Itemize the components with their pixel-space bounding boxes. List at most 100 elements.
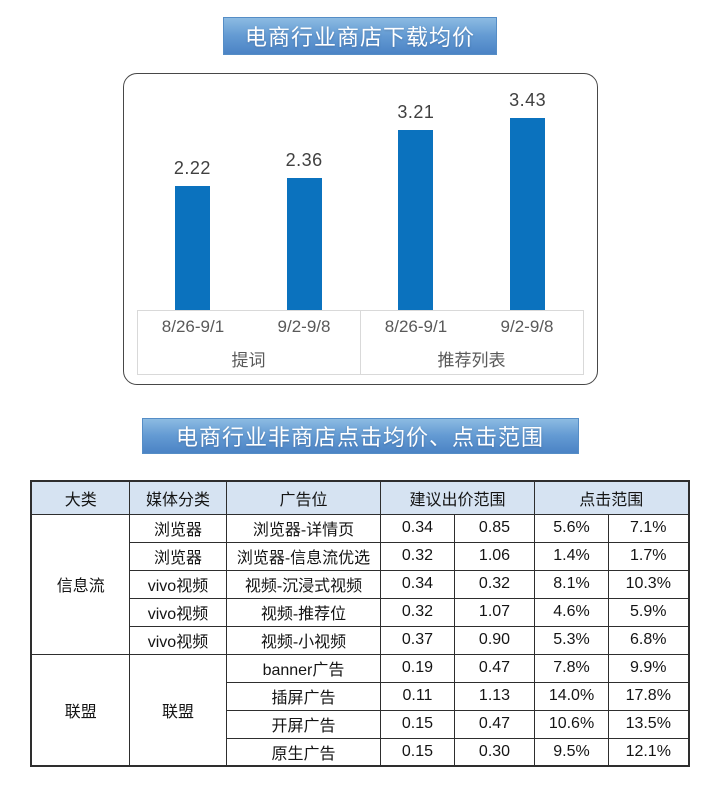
- table-cell: 1.4%: [534, 541, 609, 571]
- table-cell: 0.47: [453, 709, 536, 739]
- table-cell: 0.19: [379, 653, 455, 683]
- table-title-banner: 电商行业非商店点击均价、点击范围: [141, 418, 579, 454]
- table-cell: 0.11: [379, 681, 455, 711]
- table-cell: 0.15: [379, 737, 455, 767]
- table-row: 信息流 浏览器 浏览器-详情页 0.34 0.85 5.6% 7.1%: [30, 513, 690, 655]
- table-cell: 视频-小视频: [225, 625, 381, 655]
- table-row: vivo视频 视频-小视频 0.37 0.90 5.3% 6.8%: [31, 625, 690, 655]
- table-row: 联盟 联盟 banner广告 0.19 0.47 7.8% 9.9%: [30, 653, 690, 767]
- table-row: vivo视频 视频-沉浸式视频 0.34 0.32 8.1% 10.3%: [31, 569, 690, 599]
- table-cell: 13.5%: [607, 709, 690, 739]
- table-cell: 0.37: [379, 625, 455, 655]
- table-cell: 联盟: [30, 653, 130, 767]
- axis-date-label: 8/26-9/1: [161, 316, 225, 336]
- axis-date-label: 9/2-9/8: [500, 316, 554, 336]
- download-price-chart-card: 2.22 2.36 3.21 3.43 8/26-9/1 9/2-9/8 提词 8/26-9…: [122, 73, 598, 385]
- report-page: 电商行业商店下载均价 2.22 2.36 3.21 3.43 8/26-9/1 9/2-…: [0, 17, 720, 767]
- table-cell: vivo视频: [128, 597, 227, 627]
- table-row: 原生广告 0.15 0.30 9.5% 12.1%: [31, 737, 690, 767]
- table-cell: 1.13: [453, 681, 536, 711]
- table-cell: 插屏广告: [225, 681, 381, 711]
- table-cell: 1.07: [453, 597, 536, 627]
- table-row: vivo视频 视频-推荐位 0.32 1.07 4.6% 5.9%: [31, 597, 690, 627]
- axis-group: 8/26-9/1 9/2-9/8 推荐列表: [361, 311, 583, 374]
- table-header: 大类 媒体分类 广告位 建议出价范围 点击范围: [30, 480, 690, 515]
- table-cell: 10.3%: [607, 569, 690, 599]
- table-cell: 0.47: [453, 653, 536, 683]
- chart-bar-slot: 3.43: [472, 90, 584, 310]
- table-cell: 0.85: [453, 513, 536, 543]
- axis-date-label: 8/26-9/1: [384, 316, 448, 336]
- table-cell: 7.1%: [607, 513, 690, 543]
- table-cell: 5.6%: [534, 513, 609, 543]
- table-cell: 14.0%: [534, 681, 609, 711]
- axis-group-label: 推荐列表: [437, 350, 506, 370]
- table-cell: 浏览器: [128, 513, 227, 543]
- table-cell: 5.9%: [607, 597, 690, 627]
- table-cell: 4.6%: [534, 597, 609, 627]
- table-cell: 10.6%: [534, 709, 609, 739]
- table-cell: 浏览器-详情页: [225, 513, 381, 543]
- table-cell: 1.7%: [607, 541, 690, 571]
- table-title: 电商行业非商店点击均价、点击范围: [175, 425, 544, 450]
- bar-value-label: 2.36: [285, 150, 323, 170]
- table-header-cell: 媒体分类: [128, 480, 227, 515]
- axis-date-row: 8/26-9/1 9/2-9/8: [138, 311, 360, 343]
- chart-bar: [174, 186, 210, 310]
- bar-value-label: 3.43: [509, 90, 547, 110]
- table-row: 浏览器 浏览器-信息流优选 0.32 1.06 1.4% 1.7%: [31, 541, 690, 571]
- axis-date-label: 9/2-9/8: [277, 316, 331, 336]
- axis-group-label: 提词: [231, 350, 266, 370]
- table-cell: 浏览器: [128, 541, 227, 571]
- table-cell: 17.8%: [607, 681, 690, 711]
- table-cell: 0.90: [453, 625, 536, 655]
- table-cell: 6.8%: [607, 625, 690, 655]
- table-cell: 信息流: [30, 513, 130, 655]
- table-cell: 9.5%: [534, 737, 609, 767]
- table-cell: 0.32: [379, 597, 455, 627]
- axis-date-row: 8/26-9/1 9/2-9/8: [361, 311, 583, 343]
- chart-plot-area: 2.22 2.36 3.21 3.43: [137, 74, 584, 310]
- bar-value-label: 3.21: [397, 102, 435, 122]
- table-row: 插屏广告 0.11 1.13 14.0% 17.8%: [31, 681, 690, 711]
- table-cell: 5.3%: [534, 625, 609, 655]
- table-header-cell: 点击范围: [533, 480, 690, 515]
- table-cell: 9.9%: [607, 653, 690, 683]
- table-cell: 视频-推荐位: [225, 597, 381, 627]
- table-cell: 0.32: [379, 541, 455, 571]
- table-cell: vivo视频: [128, 569, 227, 599]
- table-cell: 12.1%: [607, 737, 690, 767]
- table-row: 开屏广告 0.15 0.47 10.6% 13.5%: [31, 709, 690, 739]
- table-cell: 视频-沉浸式视频: [225, 569, 381, 599]
- table-cell: 1.06: [453, 541, 536, 571]
- table-cell: 浏览器-信息流优选: [225, 541, 381, 571]
- table-cell: 开屏广告: [225, 709, 381, 739]
- chart-bar-slot: 3.21: [360, 102, 472, 310]
- chart-bar: [286, 178, 322, 310]
- bar-value-label: 2.22: [173, 158, 211, 178]
- table-header-row: 大类 媒体分类 广告位 建议出价范围 点击范围: [30, 480, 690, 515]
- chart-title-banner: 电商行业商店下载均价: [223, 17, 497, 55]
- table-cell: 7.8%: [534, 653, 609, 683]
- table-cell: 联盟: [128, 653, 227, 767]
- table-header-cell: 大类: [30, 480, 130, 515]
- table-cell: vivo视频: [128, 625, 227, 655]
- table-cell: 8.1%: [534, 569, 609, 599]
- chart-bar-slot: 2.22: [137, 158, 249, 310]
- table-cell: 0.30: [453, 737, 536, 767]
- axis-group: 8/26-9/1 9/2-9/8 提词: [138, 311, 361, 374]
- table-cell: 原生广告: [225, 737, 381, 767]
- table-cell: 0.34: [379, 569, 455, 599]
- table-cell: banner广告: [225, 653, 381, 683]
- chart-bar: [510, 118, 546, 310]
- chart-title: 电商行业商店下载均价: [244, 25, 475, 50]
- table-cell: 0.32: [453, 569, 536, 599]
- click-price-range-table: 大类 媒体分类 广告位 建议出价范围 点击范围 信息流 浏览器 浏览器-详情页 0.34 0.8…: [30, 480, 690, 767]
- chart-bar: [398, 130, 434, 310]
- table-cell: 0.15: [379, 709, 455, 739]
- table-header-cell: 广告位: [225, 480, 381, 515]
- chart-bar-slot: 2.36: [248, 150, 360, 310]
- chart-axis-labels: 8/26-9/1 9/2-9/8 提词 8/26-9/1 9/2-9/8 推荐列表: [136, 310, 584, 375]
- table-body: 信息流 浏览器 浏览器-详情页 0.34 0.85 5.6% 7.1% 浏览器 浏览器-信息流优…: [30, 513, 690, 767]
- table-header-cell: 建议出价范围: [379, 480, 536, 515]
